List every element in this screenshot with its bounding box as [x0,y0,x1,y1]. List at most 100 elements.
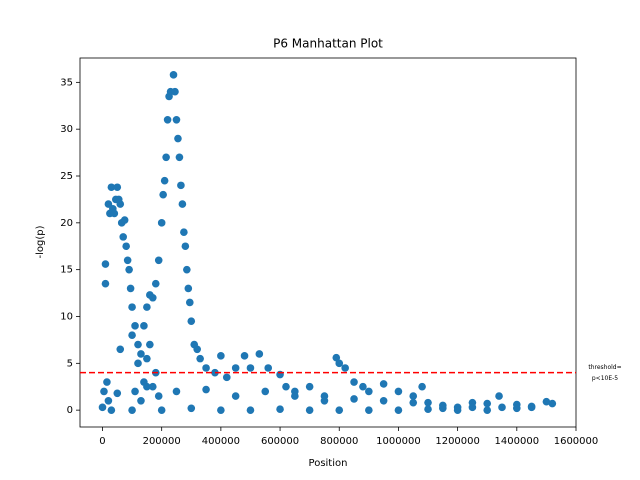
point [394,387,403,396]
point [172,387,181,396]
point [143,382,151,391]
point [424,398,432,407]
y-tick-label: 0 [67,405,73,416]
point [548,399,557,408]
point [185,298,194,307]
point [128,406,136,414]
point [110,209,119,218]
point [231,364,240,372]
point [154,256,163,265]
point [513,404,521,413]
plot-area [98,71,557,414]
point [137,396,145,405]
point [527,403,536,412]
point [169,71,178,79]
point [116,345,125,354]
point [157,219,166,227]
point [125,265,133,274]
point [119,233,128,241]
y-axis-label: -log(p) [35,225,46,258]
point [276,370,284,379]
y-tick-label: 35 [60,77,73,88]
point [255,350,264,358]
point [202,385,210,394]
y-tick-label: 20 [60,218,73,229]
point [409,398,418,407]
point [113,389,122,398]
point [101,279,110,288]
point [498,403,506,412]
point [128,303,136,311]
x-tick-label: 400000 [202,436,240,447]
point [187,404,196,413]
point [131,322,139,330]
point [174,134,182,143]
point [394,406,403,414]
x-tick-label: 1600000 [554,436,599,447]
point [187,317,196,325]
point [101,260,110,268]
point [103,378,111,386]
point [177,181,185,190]
point [439,404,447,413]
x-tick-label: 1400000 [495,436,540,447]
point [154,392,163,400]
point [140,322,148,330]
point [261,387,270,396]
point [276,405,284,414]
point [246,364,255,372]
point [163,116,172,124]
point [264,364,273,372]
point [483,406,492,414]
point [151,279,160,288]
point [143,303,151,311]
x-axis-label: Position [309,458,348,469]
y-tick-label: 10 [60,311,73,322]
point [184,284,193,293]
point [335,359,344,368]
y-tick-label: 5 [67,358,73,369]
x-tick-label: 0 [99,436,105,447]
point [98,403,107,412]
point [134,340,142,349]
point [178,200,187,208]
y-tick-label: 25 [60,171,73,182]
threshold-label: p<10E-5 [592,375,618,382]
point [196,354,204,363]
point [350,395,358,403]
point [453,406,462,414]
point [483,399,492,408]
point [320,396,329,405]
point [359,382,367,391]
point [113,183,122,192]
threshold-label: threshold= [588,364,621,371]
point [202,364,210,372]
point [104,396,113,405]
point [137,350,145,358]
x-tick-label: 800000 [320,436,358,447]
chart-title: P6 Manhattan Plot [273,37,383,51]
point [240,352,249,360]
point [143,354,151,363]
point [134,359,142,368]
x-tick-label: 1200000 [435,436,480,447]
point [159,190,167,199]
y-tick-label: 30 [60,124,73,135]
y-tick-label: 15 [60,265,73,276]
point [131,387,139,396]
point [217,352,225,360]
point [246,406,255,414]
point [379,380,388,388]
point [183,265,191,274]
point [126,284,135,293]
point [305,382,314,391]
x-tick-label: 600000 [261,436,299,447]
point [365,387,373,396]
point [100,387,108,396]
point [149,293,157,302]
point [379,396,388,405]
point [217,406,225,414]
point [335,406,344,414]
